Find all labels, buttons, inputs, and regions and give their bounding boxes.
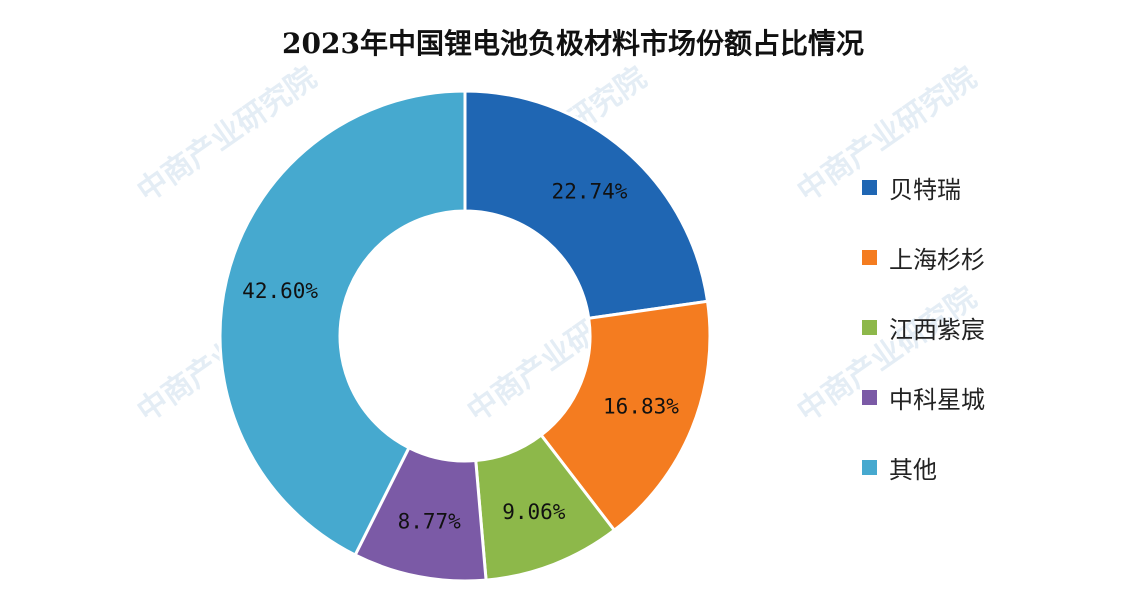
chart-title: 2023年中国锂电池负极材料市场份额占比情况 <box>282 27 864 60</box>
legend-swatch <box>862 319 877 335</box>
donut-slice-1 <box>463 89 710 321</box>
legend-item-1: 贝特瑞 <box>862 152 985 222</box>
slice-label-2: 16.83% <box>603 395 679 419</box>
donut-slice-2 <box>539 299 712 533</box>
legend-label: 贝特瑞 <box>889 175 961 204</box>
chart-legend: 贝特瑞上海杉杉江西紫宸中科星城其他 <box>862 152 985 502</box>
slice-label-5: 42.60% <box>242 279 318 303</box>
legend-label: 上海杉杉 <box>889 245 985 274</box>
donut-slice-5 <box>218 89 467 558</box>
legend-swatch <box>862 249 877 265</box>
legend-swatch <box>862 459 877 475</box>
legend-swatch <box>862 179 877 195</box>
legend-label: 中科星城 <box>889 385 985 414</box>
legend-item-2: 上海杉杉 <box>862 222 985 292</box>
legend-item-5: 其他 <box>862 432 985 502</box>
slice-label-3: 9.06% <box>502 500 566 524</box>
slice-label-4: 8.77% <box>398 510 462 534</box>
legend-swatch <box>862 389 877 405</box>
legend-label: 江西紫宸 <box>889 315 985 344</box>
legend-label: 其他 <box>889 455 937 484</box>
legend-item-4: 中科星城 <box>862 362 985 432</box>
slice-label-1: 22.74% <box>552 179 628 203</box>
legend-item-3: 江西紫宸 <box>862 292 985 362</box>
